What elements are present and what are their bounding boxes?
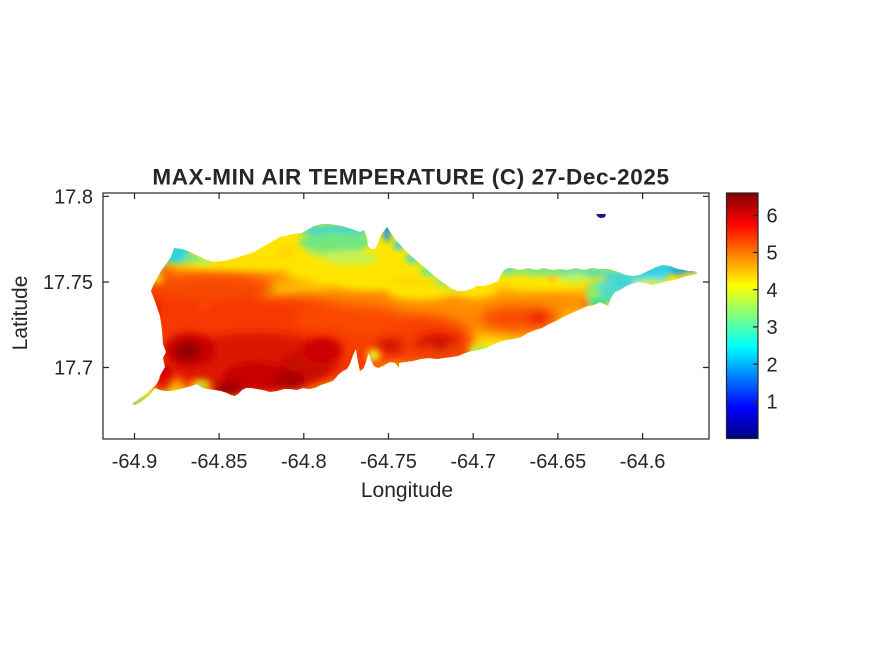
svg-text:17.75: 17.75 [43,272,93,294]
svg-text:-64.9: -64.9 [112,451,158,473]
svg-text:17.8: 17.8 [54,186,93,208]
svg-text:-64.7: -64.7 [450,451,496,473]
svg-text:-64.75: -64.75 [360,451,417,473]
svg-text:-64.8: -64.8 [281,451,327,473]
svg-text:1: 1 [767,392,778,414]
svg-text:2: 2 [767,354,778,376]
svg-text:5: 5 [767,243,778,265]
svg-text:-64.65: -64.65 [530,451,587,473]
svg-text:3: 3 [767,317,778,339]
svg-text:MAX-MIN AIR TEMPERATURE (C) 27: MAX-MIN AIR TEMPERATURE (C) 27-Dec-2025 [152,164,669,189]
svg-text:Longitude: Longitude [361,479,453,502]
svg-text:Latitude: Latitude [9,276,32,351]
svg-text:4: 4 [767,280,778,302]
svg-text:17.7: 17.7 [54,357,93,379]
svg-text:6: 6 [767,206,778,228]
svg-text:-64.85: -64.85 [191,451,248,473]
svg-text:-64.6: -64.6 [620,451,666,473]
